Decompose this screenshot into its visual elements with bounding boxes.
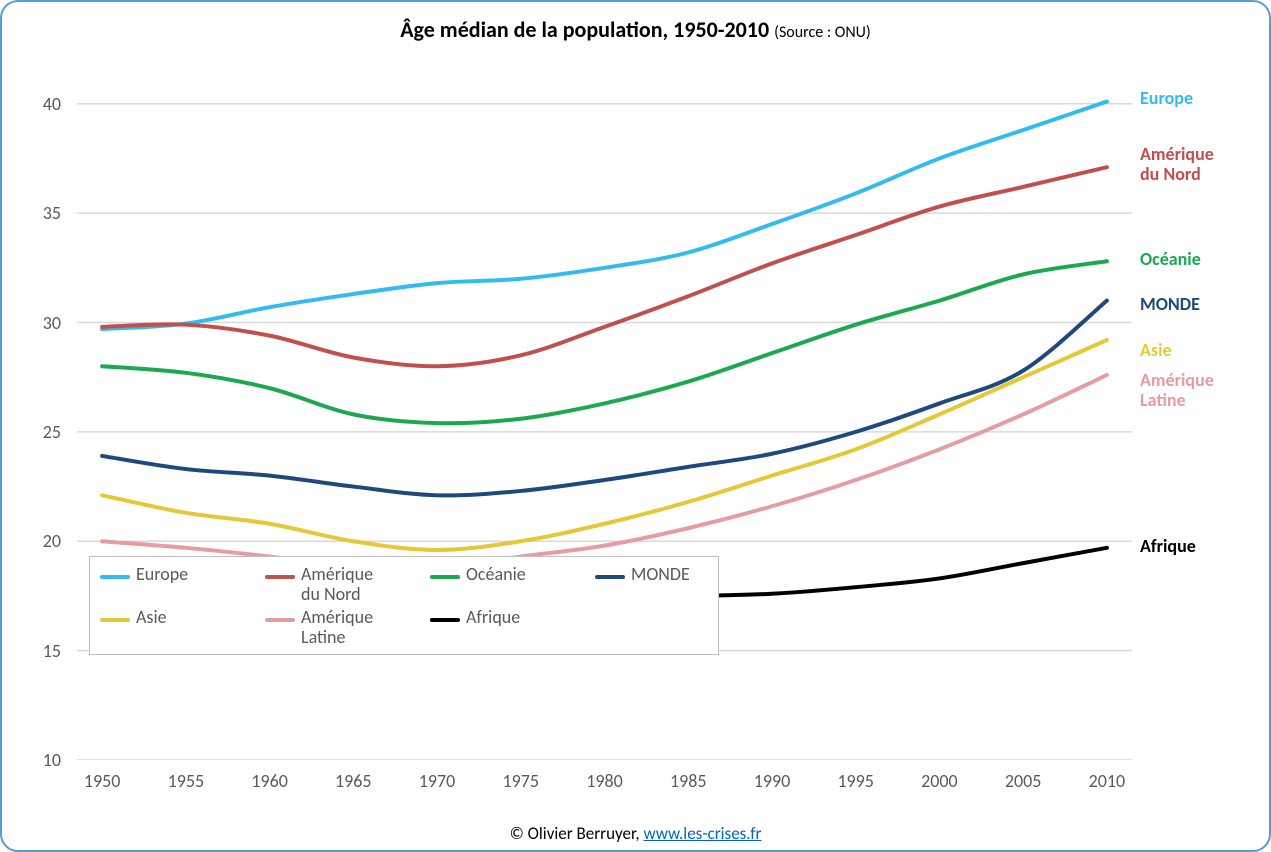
y-axis-label: 25 bbox=[43, 421, 61, 443]
legend-label: Europe bbox=[136, 565, 188, 585]
x-axis-label: 1950 bbox=[84, 770, 121, 792]
legend-item: MONDE bbox=[595, 565, 750, 605]
x-axis-label: 1985 bbox=[670, 770, 707, 792]
x-axis-label: 1995 bbox=[837, 770, 874, 792]
y-axis-label: 30 bbox=[43, 312, 61, 334]
credit-prefix: © Olivier Berruyer, bbox=[510, 823, 644, 844]
x-axis-label: 1975 bbox=[503, 770, 540, 792]
plot-area: 1015202530354019501955196019651970197519… bbox=[77, 60, 1132, 760]
x-axis-label: 2000 bbox=[921, 770, 958, 792]
legend-item: AmériqueLatine bbox=[265, 608, 420, 648]
chart-svg bbox=[77, 60, 1132, 760]
y-axis-label: 20 bbox=[43, 530, 61, 552]
legend-item: Europe bbox=[100, 565, 255, 605]
x-axis-label: 1990 bbox=[754, 770, 791, 792]
legend-item: Océanie bbox=[430, 565, 585, 605]
chart-frame: Âge médian de la population, 1950-2010 (… bbox=[0, 0, 1271, 852]
credit-line: © Olivier Berruyer, www.les-crises.fr bbox=[2, 823, 1269, 844]
x-axis-label: 2005 bbox=[1005, 770, 1042, 792]
series-end-label: Océanie bbox=[1140, 250, 1201, 270]
legend-label: AmériqueLatine bbox=[301, 608, 373, 648]
series-end-label: Afrique bbox=[1140, 537, 1196, 557]
legend-swatch bbox=[265, 618, 295, 622]
series-end-label: MONDE bbox=[1140, 295, 1200, 315]
x-axis-label: 2010 bbox=[1089, 770, 1126, 792]
legend-item: Asie bbox=[100, 608, 255, 648]
chart-title-row: Âge médian de la population, 1950-2010 (… bbox=[2, 16, 1269, 43]
legend-swatch bbox=[430, 618, 460, 622]
series-end-label: AmériqueLatine bbox=[1140, 371, 1214, 411]
x-axis-label: 1965 bbox=[335, 770, 372, 792]
y-axis-label: 40 bbox=[43, 93, 61, 115]
legend-item: Amériquedu Nord bbox=[265, 565, 420, 605]
x-axis-label: 1955 bbox=[168, 770, 205, 792]
credit-link[interactable]: www.les-crises.fr bbox=[644, 823, 762, 844]
legend-label: MONDE bbox=[631, 565, 690, 585]
x-axis-label: 1960 bbox=[251, 770, 288, 792]
x-axis-label: 1980 bbox=[586, 770, 623, 792]
x-axis-label: 1970 bbox=[419, 770, 456, 792]
legend-row: Asie AmériqueLatine Afrique bbox=[100, 606, 708, 650]
series-end-label: Amériquedu Nord bbox=[1140, 145, 1214, 185]
chart-title-source: (Source : ONU) bbox=[774, 23, 871, 42]
legend-swatch bbox=[595, 575, 625, 579]
legend-label: Amériquedu Nord bbox=[301, 565, 373, 605]
legend-row: Europe Amériquedu Nord Océanie MONDE bbox=[100, 563, 708, 607]
legend-label: Océanie bbox=[466, 565, 526, 585]
legend-swatch bbox=[265, 575, 295, 579]
y-axis-label: 10 bbox=[43, 749, 61, 771]
y-axis-label: 15 bbox=[43, 640, 61, 662]
legend-label: Afrique bbox=[466, 608, 520, 628]
legend-swatch bbox=[430, 575, 460, 579]
legend-swatch bbox=[100, 575, 130, 579]
y-axis-label: 35 bbox=[43, 202, 61, 224]
legend-label: Asie bbox=[136, 608, 167, 628]
series-end-label: Europe bbox=[1140, 89, 1193, 109]
legend-item: Afrique bbox=[430, 608, 585, 648]
series-end-label: Asie bbox=[1140, 341, 1172, 361]
legend: Europe Amériquedu Nord Océanie MONDE Asie Amé… bbox=[89, 556, 719, 655]
legend-swatch bbox=[100, 618, 130, 622]
chart-title: Âge médian de la population, 1950-2010 bbox=[400, 16, 774, 43]
